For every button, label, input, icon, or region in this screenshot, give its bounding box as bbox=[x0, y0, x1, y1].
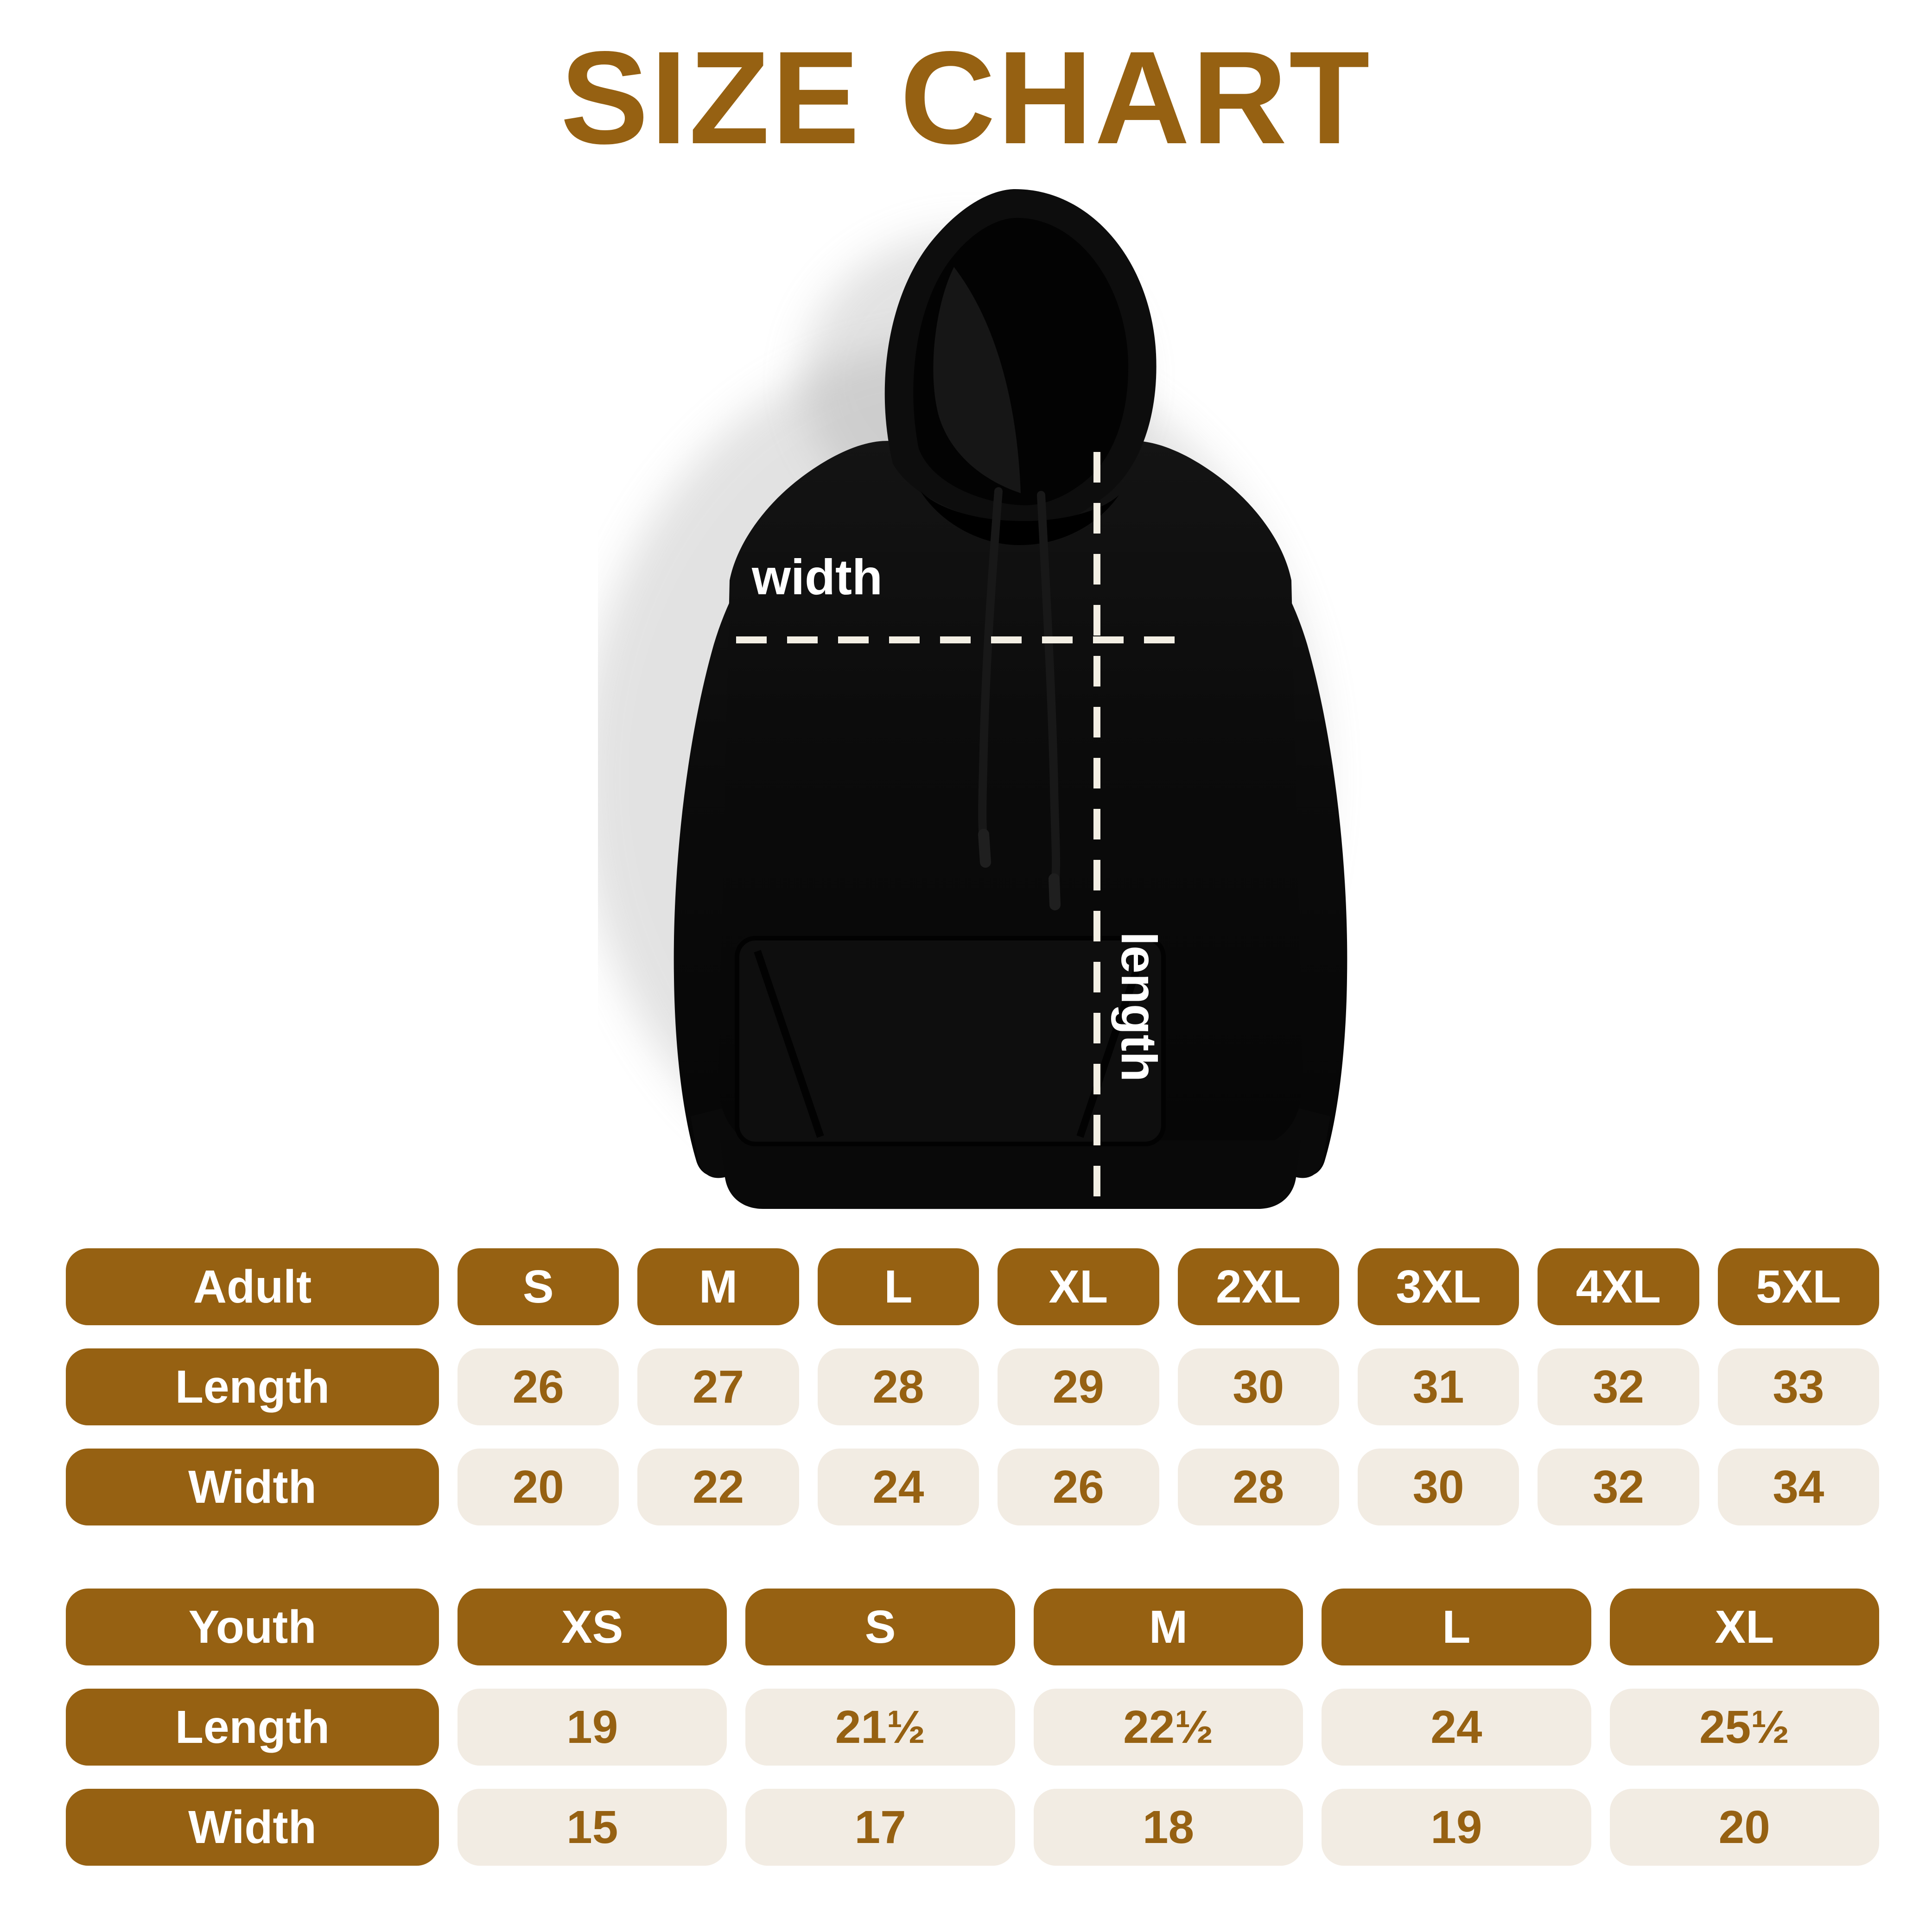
adult-width-value: 32 bbox=[1538, 1449, 1699, 1525]
adult-width-value: 24 bbox=[817, 1449, 979, 1525]
adult-width-value: 34 bbox=[1717, 1449, 1879, 1525]
youth-length-value: 25½ bbox=[1609, 1689, 1879, 1766]
youth-length-value: 22½ bbox=[1033, 1689, 1303, 1766]
adult-size-5xl: 5XL bbox=[1717, 1248, 1879, 1325]
hoodie-illustration bbox=[598, 189, 1347, 1210]
youth-length-value: 24 bbox=[1322, 1689, 1591, 1766]
youth-width-value: 20 bbox=[1609, 1789, 1879, 1866]
adult-length-value: 27 bbox=[637, 1348, 799, 1425]
youth-width-value: 17 bbox=[745, 1789, 1015, 1866]
youth-size-l: L bbox=[1322, 1589, 1591, 1665]
adult-width-value: 20 bbox=[458, 1449, 619, 1525]
hood-fold bbox=[933, 267, 1021, 493]
length-measure-label: length bbox=[1111, 932, 1167, 1082]
youth-length-value: 21½ bbox=[745, 1689, 1015, 1766]
adult-size-m: M bbox=[637, 1248, 799, 1325]
drawstrings bbox=[978, 487, 1061, 910]
youth-width-value: 15 bbox=[458, 1789, 727, 1866]
adult-length-value: 28 bbox=[817, 1348, 979, 1425]
adult-length-value: 33 bbox=[1717, 1348, 1879, 1425]
hem-band bbox=[720, 1140, 1301, 1209]
length-measure-line bbox=[1093, 452, 1100, 1208]
width-measure-label: width bbox=[752, 549, 883, 605]
youth-size-m: M bbox=[1033, 1589, 1303, 1665]
adult-size-l: L bbox=[817, 1248, 979, 1325]
adult-size-4xl: 4XL bbox=[1538, 1248, 1699, 1325]
youth-length-value: 19 bbox=[458, 1689, 727, 1766]
youth-size-xs: XS bbox=[458, 1589, 727, 1665]
adult-size-2xl: 2XL bbox=[1177, 1248, 1339, 1325]
adult-length-value: 26 bbox=[458, 1348, 619, 1425]
adult-width-value: 30 bbox=[1357, 1449, 1519, 1525]
youth-size-xl: XL bbox=[1609, 1589, 1879, 1665]
youth-width-row-label: Width bbox=[66, 1789, 439, 1866]
adult-width-row-label: Width bbox=[66, 1449, 439, 1525]
adult-length-row-label: Length bbox=[66, 1348, 439, 1425]
adult-length-value: 29 bbox=[998, 1348, 1159, 1425]
adult-length-value: 32 bbox=[1538, 1348, 1699, 1425]
youth-width-value: 19 bbox=[1322, 1789, 1591, 1866]
kangaroo-pocket bbox=[735, 936, 1166, 1146]
adult-width-value: 26 bbox=[998, 1449, 1159, 1525]
youth-length-row-label: Length bbox=[66, 1689, 439, 1766]
neck-shadow bbox=[921, 491, 1119, 545]
adult-width-value: 28 bbox=[1177, 1449, 1339, 1525]
adult-length-value: 31 bbox=[1357, 1348, 1519, 1425]
youth-size-table: Youth XS S M L XL Length 19 21½ 22½ 24 2… bbox=[66, 1589, 1879, 1866]
adult-length-value: 30 bbox=[1177, 1348, 1339, 1425]
adult-width-value: 22 bbox=[637, 1449, 799, 1525]
adult-size-table: Adult S M L XL 2XL 3XL 4XL 5XL Length 26… bbox=[66, 1248, 1879, 1525]
width-measure-line bbox=[736, 636, 1188, 643]
hoodie-diagram bbox=[598, 185, 1423, 1210]
adult-size-3xl: 3XL bbox=[1357, 1248, 1519, 1325]
youth-header-label: Youth bbox=[66, 1589, 439, 1665]
adult-header-label: Adult bbox=[66, 1248, 439, 1325]
page-title: SIZE CHART bbox=[560, 24, 1372, 172]
youth-size-s: S bbox=[745, 1589, 1015, 1665]
adult-size-s: S bbox=[458, 1248, 619, 1325]
youth-width-value: 18 bbox=[1033, 1789, 1303, 1866]
hood bbox=[884, 189, 1157, 545]
adult-size-xl: XL bbox=[998, 1248, 1159, 1325]
